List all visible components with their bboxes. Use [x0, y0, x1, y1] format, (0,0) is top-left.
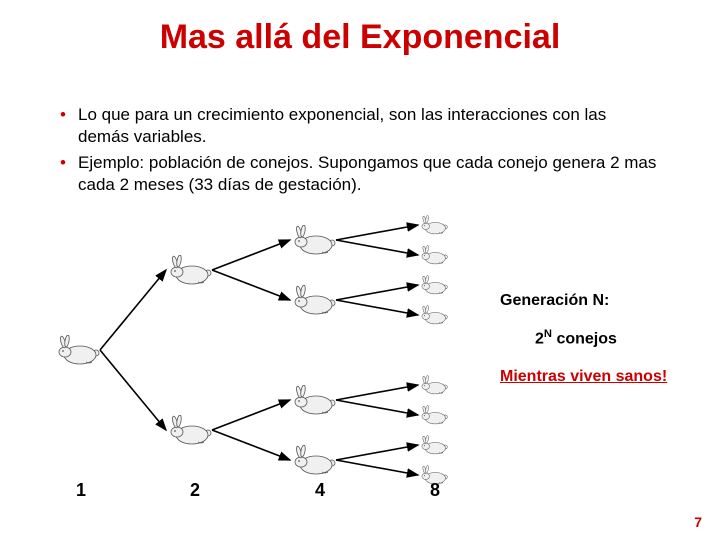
rabbit-icon — [420, 245, 448, 265]
formula-suffix: conejos — [552, 330, 617, 347]
bullet-text: Lo que para un crecimiento exponencial, … — [78, 104, 660, 148]
count-label: 1 — [76, 480, 86, 501]
rabbit-icon — [292, 285, 336, 315]
bullet-list: •Lo que para un crecimiento exponencial,… — [60, 104, 660, 200]
bullet-dot-icon: • — [60, 104, 78, 126]
bullet-item: •Ejemplo: población de conejos. Supongam… — [60, 152, 660, 196]
rabbit-icon — [168, 415, 212, 445]
rabbit-icon — [420, 305, 448, 325]
slide-title: Mas allá del Exponencial — [0, 18, 720, 57]
rabbit-icon — [56, 335, 100, 365]
generation-label: Generación N: — [500, 292, 609, 310]
rabbit-icon — [292, 445, 336, 475]
bullet-item: •Lo que para un crecimiento exponencial,… — [60, 104, 660, 148]
bullet-text: Ejemplo: población de conejos. Supongamo… — [78, 152, 660, 196]
rabbit-icon — [420, 215, 448, 235]
rabbit-icon — [420, 405, 448, 425]
slide: Mas allá del Exponencial •Lo que para un… — [0, 0, 720, 540]
formula-label: 2N conejos — [535, 328, 617, 348]
count-label: 4 — [315, 480, 325, 501]
rabbit-icon — [420, 435, 448, 455]
count-label: 2 — [190, 480, 200, 501]
rabbit-icon — [292, 225, 336, 255]
formula-base: 2 — [535, 330, 544, 347]
page-number: 7 — [694, 514, 702, 530]
formula-exponent: N — [544, 328, 552, 340]
count-label: 8 — [430, 480, 440, 501]
caveat-label: Mientras viven sanos! — [500, 368, 667, 386]
tree-arrows — [0, 0, 720, 540]
rabbit-icon — [168, 255, 212, 285]
rabbit-icon — [292, 385, 336, 415]
rabbit-icon — [420, 275, 448, 295]
bullet-dot-icon: • — [60, 152, 78, 174]
rabbit-icon — [420, 375, 448, 395]
